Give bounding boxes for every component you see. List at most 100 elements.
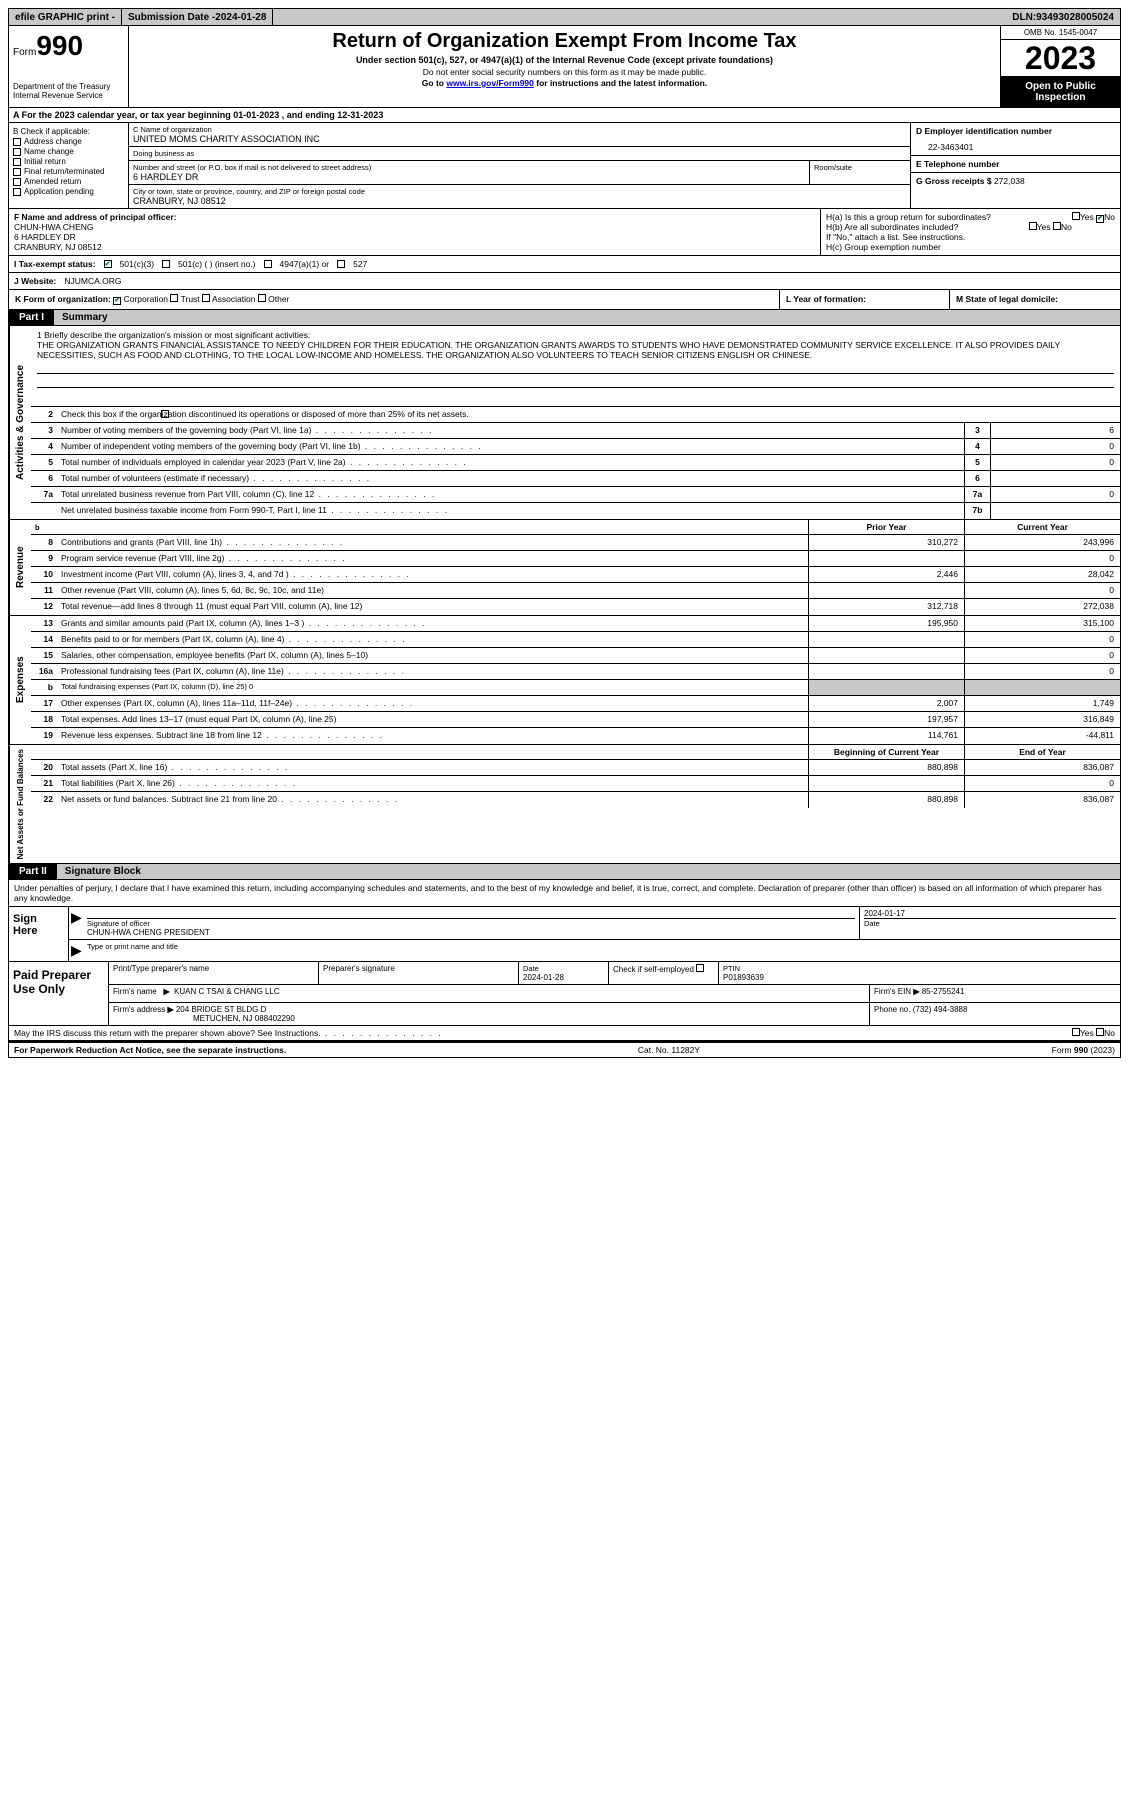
line-17-current: 1,749 xyxy=(964,696,1120,711)
irs-discuss-row: May the IRS discuss this return with the… xyxy=(8,1026,1121,1041)
row-a-tax-year: A For the 2023 calendar year, or tax yea… xyxy=(8,108,1121,123)
instructions-link[interactable]: www.irs.gov/Form990 xyxy=(446,78,534,88)
arrow-icon: ▶ xyxy=(69,907,83,939)
chk-trust[interactable] xyxy=(170,294,178,302)
hb-no[interactable] xyxy=(1053,222,1061,230)
line-21: 21Total liabilities (Part X, line 26) 0 xyxy=(31,776,1120,792)
line-13: 13Grants and similar amounts paid (Part … xyxy=(31,616,1120,632)
self-employed-check: Check if self-employed xyxy=(609,962,719,984)
preparer-name-hdr: Print/Type preparer's name xyxy=(109,962,319,984)
header-center: Return of Organization Exempt From Incom… xyxy=(129,26,1000,107)
form-ref: Form 990 (2023) xyxy=(1052,1045,1115,1055)
line-18-prior: 197,957 xyxy=(808,712,964,727)
line-14-current: 0 xyxy=(964,632,1120,647)
form-word: Form xyxy=(13,47,36,58)
submission-date: Submission Date - 2024-01-28 xyxy=(122,9,273,25)
part-1-label: Part I xyxy=(9,310,54,325)
line-19-prior: 114,761 xyxy=(808,728,964,744)
paid-preparer-block: Paid Preparer Use Only Print/Type prepar… xyxy=(8,962,1121,1026)
chk-4947[interactable] xyxy=(264,260,272,268)
org-name: UNITED MOMS CHARITY ASSOCIATION INC xyxy=(133,134,906,144)
line-20-beginning: 880,898 xyxy=(808,760,964,775)
dba-cell: Doing business as xyxy=(129,147,910,161)
line-12: 12Total revenue—add lines 8 through 11 (… xyxy=(31,599,1120,615)
line-17-prior: 2,007 xyxy=(808,696,964,711)
form-number: 990 xyxy=(36,30,83,61)
side-revenue: Revenue xyxy=(9,520,31,615)
row-i-tax-status: I Tax-exempt status: 501(c)(3) 501(c) ( … xyxy=(8,256,1121,273)
chk-501c[interactable] xyxy=(162,260,170,268)
line-11-current: 0 xyxy=(964,583,1120,598)
end-year-hdr: End of Year xyxy=(964,745,1120,759)
line-8-prior: 310,272 xyxy=(808,535,964,550)
sig-date-label: Date xyxy=(864,919,1116,928)
part-2-header: Part II Signature Block xyxy=(8,864,1121,880)
discuss-no[interactable] xyxy=(1096,1028,1104,1036)
chk-discontinued[interactable] xyxy=(161,410,169,418)
form-header: Form990 Department of the Treasury Inter… xyxy=(8,26,1121,108)
ha-yes[interactable] xyxy=(1072,212,1080,220)
chk-self-employed[interactable] xyxy=(696,964,704,972)
paid-preparer-label: Paid Preparer Use Only xyxy=(9,962,109,1025)
principal-officer: F Name and address of principal officer:… xyxy=(9,209,820,255)
column-c: C Name of organization UNITED MOMS CHARI… xyxy=(129,123,910,208)
street-cell: Number and street (or P.O. box if mail i… xyxy=(129,161,810,185)
sign-here-label: Sign Here xyxy=(9,907,69,961)
top-spacer xyxy=(273,9,1006,25)
chk-501c3[interactable] xyxy=(104,260,112,268)
line-8-current: 243,996 xyxy=(964,535,1120,550)
chk-application-pending[interactable]: Application pending xyxy=(13,187,124,196)
line-20-end: 836,087 xyxy=(964,760,1120,775)
chk-final-return[interactable]: Final return/terminated xyxy=(13,167,124,176)
line-12-current: 272,038 xyxy=(964,599,1120,615)
line-2: 2 Check this box if the organization dis… xyxy=(31,407,1120,423)
line-22-beginning: 880,898 xyxy=(808,792,964,808)
line-22-end: 836,087 xyxy=(964,792,1120,808)
line-13-current: 315,100 xyxy=(964,616,1120,631)
line-16b-prior-shaded xyxy=(808,680,964,695)
org-name-cell: C Name of organization UNITED MOMS CHARI… xyxy=(129,123,910,147)
chk-initial-return[interactable]: Initial return xyxy=(13,157,124,166)
col-b-header: B Check if applicable: xyxy=(13,127,124,136)
side-net-assets: Net Assets or Fund Balances xyxy=(9,745,31,863)
form-of-org: K Form of organization: Corporation Trus… xyxy=(9,290,780,309)
dln: DLN: 93493028005024 xyxy=(1006,9,1120,25)
cat-number: Cat. No. 11282Y xyxy=(638,1045,700,1055)
line-9: 9Program service revenue (Part VIII, lin… xyxy=(31,551,1120,567)
form-subtitle: Under section 501(c), 527, or 4947(a)(1)… xyxy=(137,55,992,65)
top-bar: efile GRAPHIC print - Submission Date - … xyxy=(8,8,1121,26)
line-14: 14Benefits paid to or for members (Part … xyxy=(31,632,1120,648)
chk-527[interactable] xyxy=(337,260,345,268)
line-15: 15Salaries, other compensation, employee… xyxy=(31,648,1120,664)
line-13-prior: 195,950 xyxy=(808,616,964,631)
line-10-current: 28,042 xyxy=(964,567,1120,582)
chk-name-change[interactable]: Name change xyxy=(13,147,124,156)
group-return-section: H(a) Is this a group return for subordin… xyxy=(820,209,1120,255)
chk-other[interactable] xyxy=(258,294,266,302)
line-7b-value xyxy=(990,503,1120,519)
revenue-section: Revenue b Prior Year Current Year 8Contr… xyxy=(8,520,1121,616)
line-21-end: 0 xyxy=(964,776,1120,791)
city-address: CRANBURY, NJ 08512 xyxy=(133,196,906,206)
line-5-value: 0 xyxy=(990,455,1120,470)
line-8: 8Contributions and grants (Part VIII, li… xyxy=(31,535,1120,551)
line-3: 3 Number of voting members of the govern… xyxy=(31,423,1120,439)
officer-name: CHUN-HWA CHENG xyxy=(14,222,94,232)
h-c: H(c) Group exemption number xyxy=(826,242,1115,252)
chk-corporation[interactable] xyxy=(113,297,121,305)
chk-amended-return[interactable]: Amended return xyxy=(13,177,124,186)
open-inspection: Open to Public Inspection xyxy=(1001,77,1120,107)
hb-yes[interactable] xyxy=(1029,222,1037,230)
line-4: 4 Number of independent voting members o… xyxy=(31,439,1120,455)
instructions-link-line: Go to www.irs.gov/Form990 for instructio… xyxy=(137,78,992,88)
discuss-yes[interactable] xyxy=(1072,1028,1080,1036)
firm-name-cell: Firm's name ▶ KUAN C TSAI & CHANG LLC xyxy=(109,985,870,1002)
line-19: 19Revenue less expenses. Subtract line 1… xyxy=(31,728,1120,744)
line-1-label: 1 Briefly describe the organization's mi… xyxy=(37,330,1114,340)
line-10-prior: 2,446 xyxy=(808,567,964,582)
chk-association[interactable] xyxy=(202,294,210,302)
line-b-stub: b xyxy=(31,520,808,534)
chk-address-change[interactable]: Address change xyxy=(13,137,124,146)
line-16b: bTotal fundraising expenses (Part IX, co… xyxy=(31,680,1120,696)
ha-no[interactable] xyxy=(1096,215,1104,223)
